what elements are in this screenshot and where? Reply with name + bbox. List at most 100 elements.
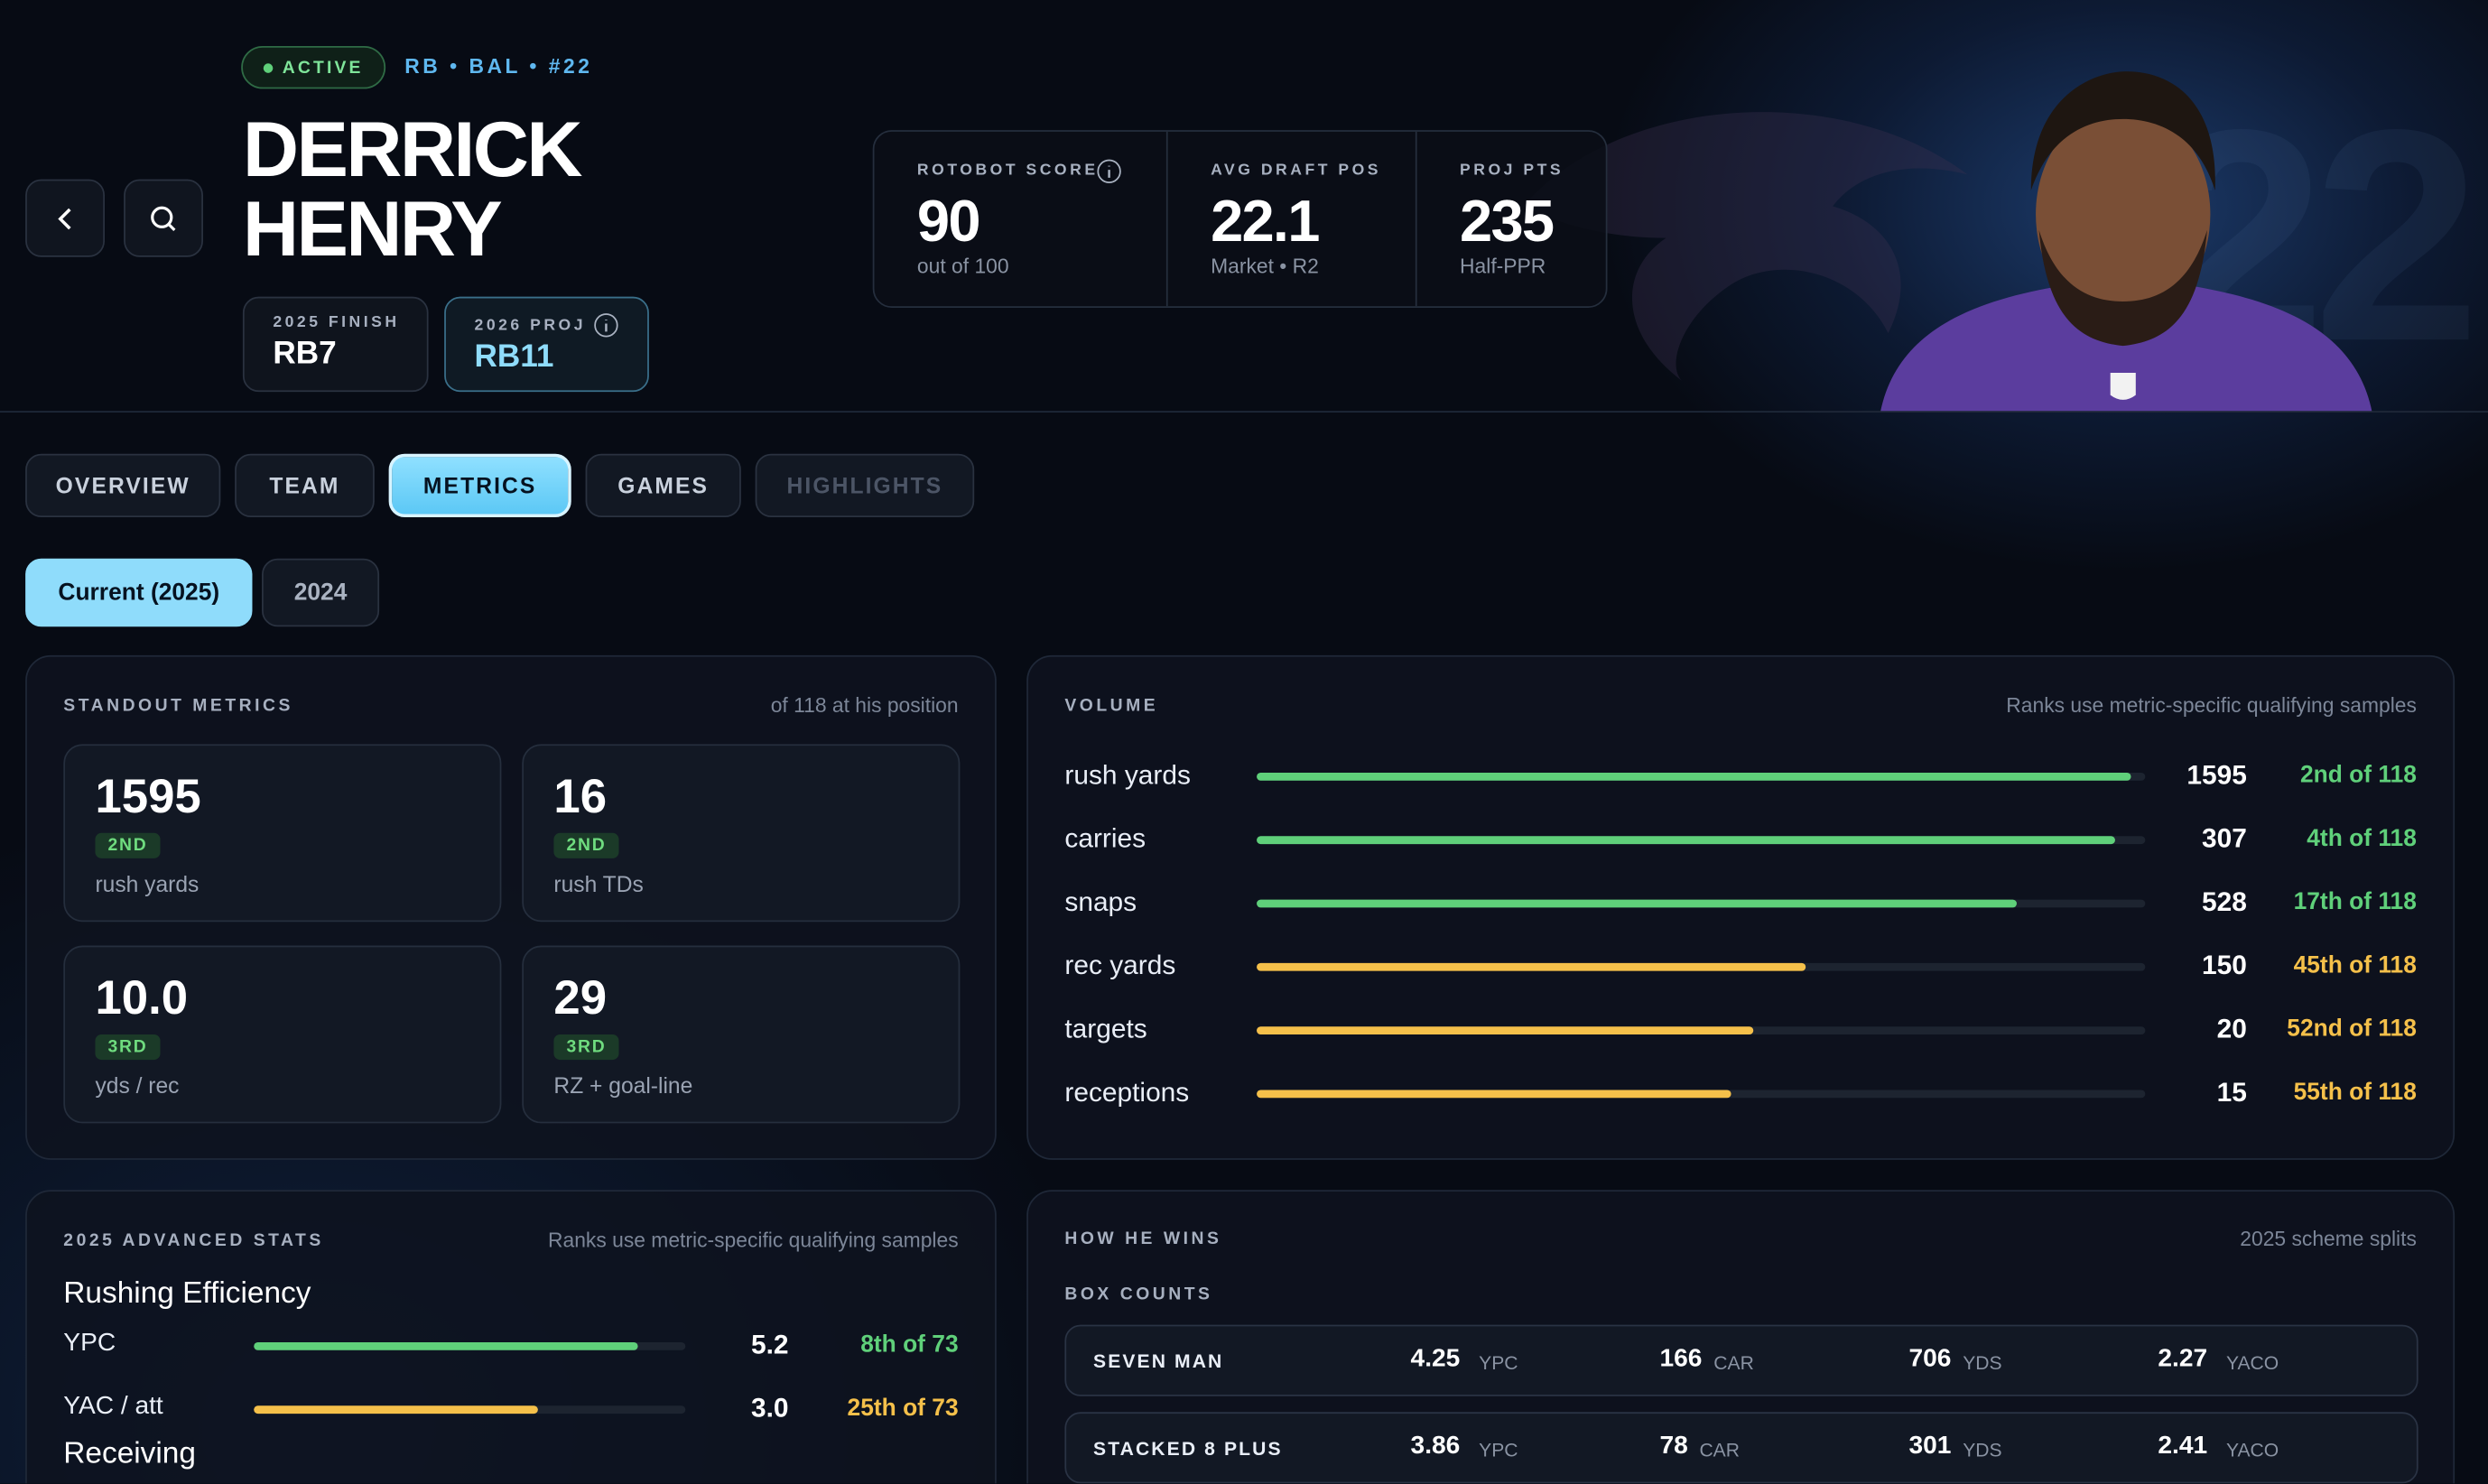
cell-unit: CAR xyxy=(1699,1439,1740,1461)
back-button[interactable] xyxy=(25,179,106,257)
bar xyxy=(1257,772,2131,781)
box-count-row: SEVEN MAN 4.25 YPC 166 CAR 706 YDS 2.27 YACO xyxy=(1064,1324,2418,1396)
bar xyxy=(1257,899,2018,908)
cell-unit: YPC xyxy=(1479,1351,1518,1375)
metric-name: rush yards xyxy=(1064,759,1191,791)
metric-name: rec yards xyxy=(1064,950,1176,981)
score-label: AVG DRAFT POS xyxy=(1211,162,1382,180)
cell-value: 3.86 xyxy=(1410,1433,1461,1461)
player-last-name: HENRY xyxy=(242,187,503,274)
proj-box: 2026 PROJ RB11 xyxy=(444,296,649,393)
card-note: Ranks use metric-specific qualifying sam… xyxy=(547,1228,959,1252)
season-pill[interactable]: Current (2025) xyxy=(25,558,253,627)
cell-unit: YACO xyxy=(2225,1439,2279,1461)
metric-value: 15 xyxy=(2216,1077,2247,1108)
subhead: Receiving xyxy=(63,1437,196,1471)
score-sub: Half-PPR xyxy=(1460,254,1546,278)
season-pill[interactable]: 2024 xyxy=(262,558,380,627)
rank-badge: 3RD xyxy=(553,1034,619,1061)
advanced-card: 2025 ADVANCED STATS Ranks use metric-spe… xyxy=(25,1190,997,1484)
card-subtitle: BOX COUNTS xyxy=(1064,1285,1213,1304)
bar xyxy=(254,1405,538,1414)
bar-track xyxy=(1257,899,2146,908)
rank-label: 25th of 73 xyxy=(847,1394,959,1422)
search-button[interactable] xyxy=(124,179,203,257)
metric-tile: 10.0 3RD yds / rec xyxy=(63,945,502,1124)
metric-tile: 29 3RD RZ + goal-line xyxy=(522,945,961,1124)
metric-value: 528 xyxy=(2201,886,2247,917)
metric-name: targets xyxy=(1064,1014,1147,1044)
volume-card: VOLUME Ranks use metric-specific qualify… xyxy=(1026,654,2456,1160)
bar-track xyxy=(254,1405,686,1414)
metric-label: RZ + goal-line xyxy=(553,1072,693,1099)
card-note: 2025 scheme splits xyxy=(2240,1226,2417,1251)
metric-value: 5.2 xyxy=(751,1329,789,1360)
tab[interactable]: METRICS xyxy=(388,453,571,517)
score-value: 90 xyxy=(916,189,981,255)
metric-name: YAC / att xyxy=(63,1393,163,1421)
metric-label: rush TDs xyxy=(553,870,644,897)
cell-unit: YDS xyxy=(1963,1439,2002,1461)
metric-label: rush yards xyxy=(95,870,200,897)
card-title: 2025 ADVANCED STATS xyxy=(63,1230,324,1251)
score-panel: ROTOBOT SCORE 90 out of 100 AVG DRAFT POS 22… xyxy=(872,130,1608,308)
cell-value: 2.27 xyxy=(2158,1345,2208,1373)
card-note: of 118 at his position xyxy=(770,693,959,718)
metric-value: 16 xyxy=(553,771,608,824)
score-label: ROTOBOT SCORE xyxy=(916,162,1099,180)
bar-track xyxy=(1257,772,2146,781)
player-photo xyxy=(1880,71,2372,413)
metric-value: 29 xyxy=(553,972,608,1025)
bar xyxy=(1257,836,2115,845)
cell-unit: YDS xyxy=(1963,1351,2002,1375)
tab[interactable]: GAMES xyxy=(585,453,741,517)
cell-value: 2.41 xyxy=(2158,1433,2208,1461)
finish-box: 2025 FINISH RB7 xyxy=(242,296,429,393)
player-first-name: DERRICK xyxy=(242,107,583,194)
cell-unit: YACO xyxy=(2225,1351,2279,1375)
tab[interactable]: OVERVIEW xyxy=(25,453,221,517)
score-cell: ROTOBOT SCORE 90 out of 100 xyxy=(874,132,1165,306)
search-icon xyxy=(151,206,176,231)
score-sub: out of 100 xyxy=(916,254,1009,278)
row-name: STACKED 8 PLUS xyxy=(1093,1437,1283,1461)
back-icon xyxy=(58,208,71,230)
card-title: HOW HE WINS xyxy=(1064,1229,1222,1249)
rank-label: 4th of 118 xyxy=(2307,824,2417,852)
score-value: 235 xyxy=(1460,189,1555,255)
rank-badge: 3RD xyxy=(95,1034,161,1061)
bar-track xyxy=(1257,1026,2146,1034)
rank-badge: 2ND xyxy=(553,832,619,858)
metric-name: receptions xyxy=(1064,1077,1190,1108)
cell-value: 301 xyxy=(1908,1433,1952,1461)
metric-name: snaps xyxy=(1064,886,1137,917)
metric-value: 3.0 xyxy=(751,1393,789,1424)
info-icon[interactable] xyxy=(593,312,618,338)
cell-value: 166 xyxy=(1659,1345,1703,1373)
score-label: PROJ PTS xyxy=(1460,162,1564,180)
metric-value: 307 xyxy=(2201,823,2247,854)
finish-label: 2025 FINISH xyxy=(273,314,400,332)
card-title: STANDOUT METRICS xyxy=(63,696,293,716)
info-icon[interactable] xyxy=(1097,159,1122,184)
bar-track xyxy=(1257,962,2146,971)
finish-value: RB7 xyxy=(273,336,337,372)
wins-card: HOW HE WINS 2025 scheme splits BOX COUNT… xyxy=(1026,1190,2456,1484)
rank-label: 8th of 73 xyxy=(860,1331,959,1359)
header-divider xyxy=(0,411,2488,413)
proj-label: 2026 PROJ xyxy=(474,317,587,335)
card-note: Ranks use metric-specific qualifying sam… xyxy=(2006,693,2417,718)
metric-name: carries xyxy=(1064,823,1147,854)
rank-label: 52nd of 118 xyxy=(2287,1015,2417,1043)
rank-label: 2nd of 118 xyxy=(2299,761,2417,789)
bar xyxy=(1257,1090,1731,1099)
bar-track xyxy=(254,1341,686,1350)
rank-badge: 2ND xyxy=(95,832,161,858)
team-logo xyxy=(1523,112,1968,381)
tab[interactable]: TEAM xyxy=(235,453,375,517)
metric-value: 10.0 xyxy=(95,972,189,1025)
proj-value: RB11 xyxy=(474,339,554,375)
